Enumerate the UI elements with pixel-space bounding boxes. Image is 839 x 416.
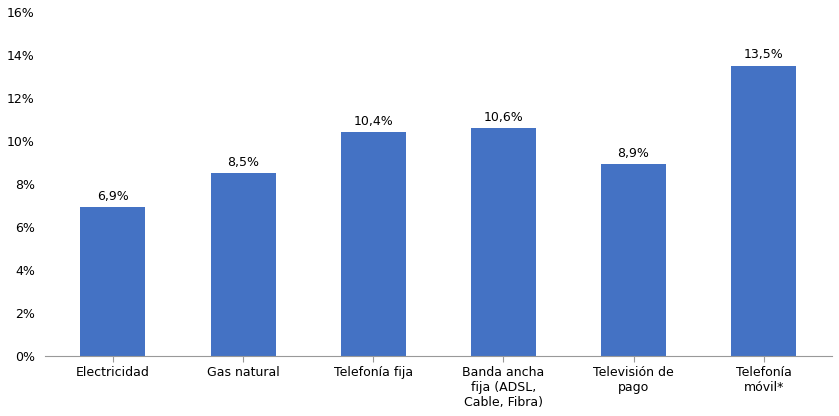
Bar xyxy=(471,128,536,356)
Text: 13,5%: 13,5% xyxy=(744,48,784,61)
Text: 10,6%: 10,6% xyxy=(483,111,524,124)
Text: 10,4%: 10,4% xyxy=(353,115,393,128)
Bar xyxy=(731,66,796,356)
Text: 8,5%: 8,5% xyxy=(227,156,259,169)
Bar xyxy=(81,208,145,356)
Bar xyxy=(341,132,406,356)
Bar xyxy=(211,173,275,356)
Text: 8,9%: 8,9% xyxy=(618,147,649,160)
Text: 6,9%: 6,9% xyxy=(97,190,128,203)
Bar xyxy=(601,164,666,356)
